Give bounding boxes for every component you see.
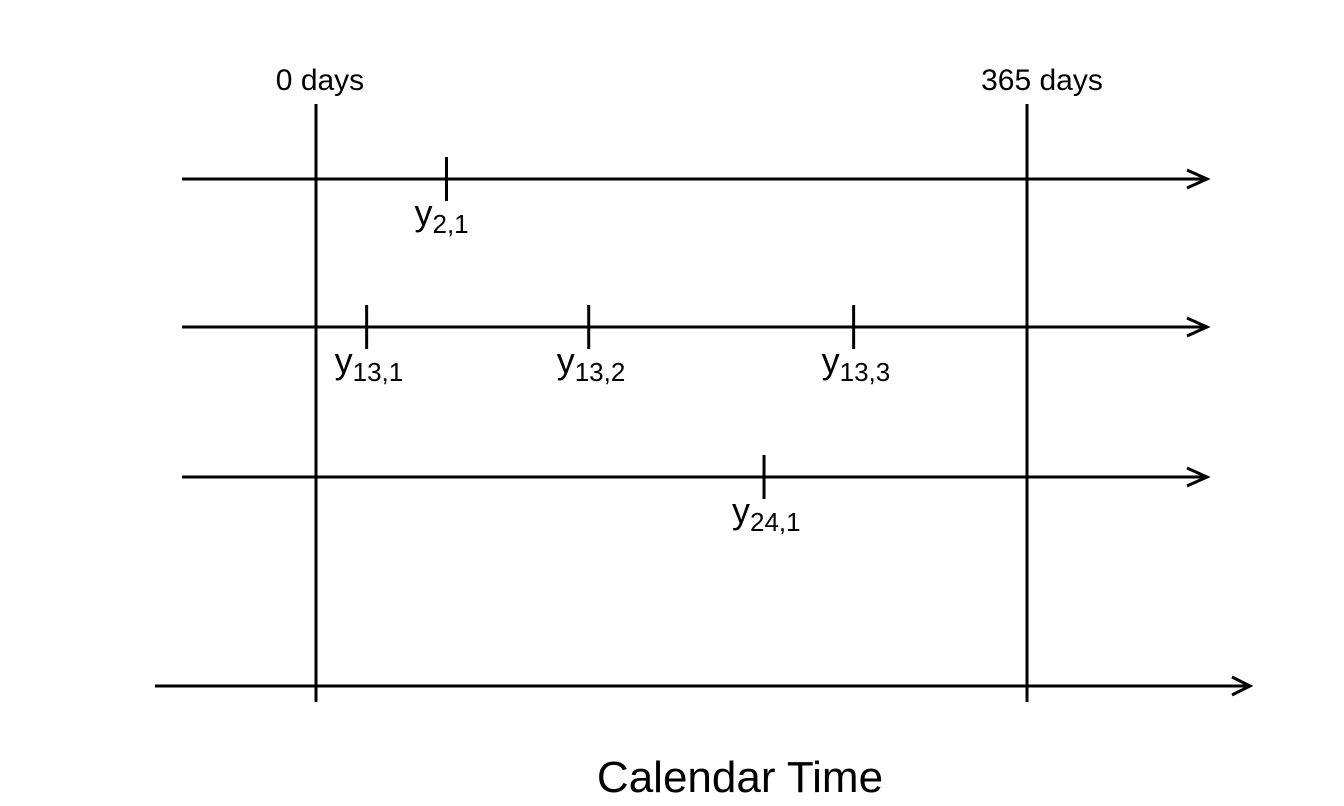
timeline-subject-13: y13,1 y13,2 y13,3 [182,305,1211,387]
end-boundary-label: 365 days [981,64,1103,97]
calendar-axis [155,675,1254,697]
axis-title: Calendar Time [597,753,883,802]
timeline-subject-24: y24,1 [182,455,1211,537]
observation-label: y13,1 [335,340,404,387]
observation-label: y13,3 [822,340,891,387]
observation-label: y2,1 [415,192,469,239]
arrowhead-icon [1186,168,1211,190]
observation-label: y13,2 [557,340,626,387]
arrowhead-icon [1186,316,1211,338]
subject-timelines: y2,1 y13,1 y13,2 y13,3 y24,1 [182,157,1211,537]
timeline-subject-2: y2,1 [182,157,1211,239]
observation-label: y24,1 [732,490,801,537]
start-boundary-label: 0 days [276,64,364,97]
arrowhead-icon [1231,675,1254,697]
arrowhead-icon [1186,466,1211,488]
